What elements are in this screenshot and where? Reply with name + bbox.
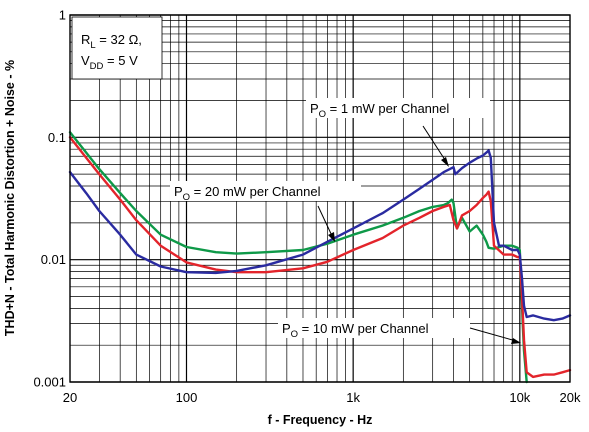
- y-tick-label: 1: [59, 8, 66, 23]
- x-tick-label: 10k: [509, 390, 530, 405]
- load-resistance-label: RL = 32 Ω,: [81, 32, 142, 51]
- annotation-20mw-label: PO = 20 mW per Channel: [174, 184, 321, 203]
- x-tick-labels: 20 100 1k 10k 20k: [63, 390, 581, 405]
- x-tick-label: 20k: [560, 390, 581, 405]
- annotation-20mw-leader: [317, 205, 334, 239]
- annotation-20mw-arrowhead: [328, 232, 335, 242]
- supply-voltage-label: VDD = 5 V: [81, 53, 138, 72]
- series-layer: [68, 131, 572, 384]
- x-axis-title: f - Frequency - Hz: [268, 413, 373, 427]
- annotation-1mw: PO = 1 mW per Channel: [306, 98, 490, 167]
- annotation-1mw-leader: [422, 125, 448, 164]
- conditions-box: RL = 32 Ω, VDD = 5 V: [71, 16, 163, 80]
- x-tick-label: 1k: [346, 390, 360, 405]
- annotation-1mw-label: PO = 1 mW per Channel: [310, 101, 449, 120]
- y-axis-title: THD+N - Total Harmonic Distortion + Nois…: [3, 60, 17, 336]
- series-line-20: [68, 131, 528, 384]
- annotation-10mw-label: PO = 10 mW per Channel: [282, 321, 429, 340]
- annotation-20mw: PO = 20 mW per Channel: [170, 181, 361, 242]
- y-tick-label: 0.1: [48, 130, 66, 145]
- x-tick-label: 20: [63, 390, 77, 405]
- annotation-1mw-arrowhead: [441, 157, 449, 167]
- annotation-10mw: PO = 10 mW per Channel: [278, 318, 521, 344]
- annotation-10mw-arrowhead: [511, 338, 521, 344]
- y-tick-label: 0.01: [41, 252, 66, 267]
- annotation-10mw-leader: [469, 327, 517, 342]
- x-tick-label: 100: [176, 390, 198, 405]
- y-tick-label: 0.001: [33, 375, 66, 390]
- y-tick-labels: 0.001 0.01 0.1 1: [33, 8, 66, 390]
- plot-frame: [69, 14, 571, 383]
- series-line-10: [68, 136, 572, 379]
- series-line-1: [68, 149, 572, 322]
